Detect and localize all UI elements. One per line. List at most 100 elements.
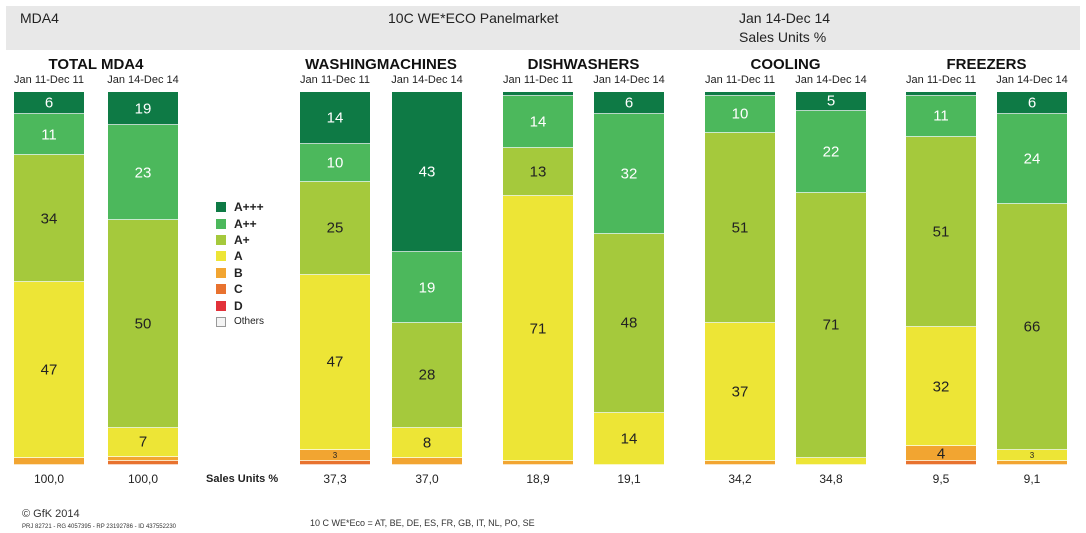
legend-swatch <box>216 234 226 245</box>
data-label: 6 <box>624 94 634 112</box>
period-label: Jan 11-Dec 11 <box>300 74 370 86</box>
legend-swatch <box>216 251 226 262</box>
bar-segment-app <box>14 114 84 156</box>
total-label: 34,2 <box>728 472 752 486</box>
legend-label: A+++ <box>234 200 264 215</box>
project-id: PRJ 82721 - RG 4057395 - RP 23192786 - I… <box>22 524 176 530</box>
legend-swatch <box>216 218 226 229</box>
header-center: 10C WE*ECO Panelmarket <box>388 10 559 26</box>
total-label: 18,9 <box>526 472 550 486</box>
countries-note: 10 C WE*Eco = AT, BE, DE, ES, FR, GB, IT… <box>310 518 535 528</box>
bar-segment-appp <box>705 92 775 96</box>
legend-label: Others <box>234 316 265 328</box>
bar-segment-c <box>906 461 976 465</box>
data-label: 48 <box>620 314 638 332</box>
bar-segment-b <box>906 446 976 462</box>
bar-segment-app <box>108 125 178 221</box>
stacked-bar-washingmachines-0: 14 10 25 47 3 <box>300 92 370 465</box>
data-label: 5 <box>826 92 836 110</box>
data-label: 22 <box>822 143 840 161</box>
data-label: 43 <box>418 163 436 181</box>
legend-label: A+ <box>234 232 250 247</box>
bar-segment-ap <box>705 133 775 324</box>
bar-segment-c <box>300 461 370 465</box>
bar-segment-app <box>997 114 1067 204</box>
data-label: 32 <box>620 165 638 183</box>
bar-segment-ap <box>392 323 462 428</box>
total-label: 19,1 <box>617 472 641 486</box>
chart-title-cooling: COOLING <box>750 56 821 73</box>
chart-header: MDA4 10C WE*ECO Panelmarket Jan 14-Dec 1… <box>6 6 1080 50</box>
data-label: 13 <box>529 163 547 181</box>
header-period: Jan 14-Dec 14 <box>739 10 831 26</box>
bar-segment-a <box>796 457 866 465</box>
bar-segment-appp <box>300 92 370 145</box>
period-label: Jan 14-Dec 14 <box>996 74 1068 86</box>
header-measure: Sales Units % <box>739 29 827 45</box>
data-label: 14 <box>326 109 344 127</box>
bar-segment-a <box>392 427 462 458</box>
legend-item-b: B <box>216 265 264 281</box>
legend-label: A++ <box>234 216 257 231</box>
data-label: 11 <box>41 126 57 144</box>
chart-title-dishwashers: DISHWASHERS <box>527 56 640 73</box>
bar-segment-b <box>392 457 462 465</box>
data-label: 24 <box>1023 150 1041 168</box>
bar-segment-appp <box>392 92 462 253</box>
bar-segment-app <box>594 114 664 234</box>
data-label: 10 <box>731 105 749 123</box>
data-label: 14 <box>529 113 547 131</box>
stacked-bar-washingmachines-1: 43 19 28 8 <box>392 92 462 465</box>
stacked-bar-total-mda4-1: 19 23 50 7 <box>108 92 178 465</box>
data-label: 6 <box>44 94 54 112</box>
chart-title-washingmachines: WASHINGMACHINES <box>305 56 457 73</box>
total-label: 9,1 <box>1023 472 1041 486</box>
legend-swatch <box>216 300 226 311</box>
bar-segment-a <box>503 196 573 462</box>
bar-segment-a <box>108 427 178 457</box>
bar-segment-app <box>300 144 370 182</box>
bar-segment-b <box>503 461 573 465</box>
period-label: Jan 14-Dec 14 <box>593 74 665 86</box>
bar-segment-appp <box>997 92 1067 115</box>
period-label: Jan 11-Dec 11 <box>906 74 976 86</box>
legend-item-appp: A+++ <box>216 199 264 215</box>
data-label: 14 <box>620 430 638 448</box>
data-label: 51 <box>932 223 950 241</box>
data-label: 19 <box>134 100 152 118</box>
bar-segment-app <box>705 95 775 134</box>
bar-segment-b <box>108 456 178 461</box>
bar-segment-b <box>14 457 84 465</box>
data-label: 47 <box>40 361 58 379</box>
data-label: 3 <box>332 450 338 460</box>
bar-segment-app <box>906 95 976 137</box>
stacked-bar-total-mda4-0: 6 11 34 47 <box>14 92 84 465</box>
legend-item-c: C <box>216 281 264 297</box>
bar-segment-ap <box>796 192 866 458</box>
data-label: 6 <box>1027 94 1037 112</box>
total-label: 37,3 <box>323 472 347 486</box>
bar-segment-appp <box>503 92 573 96</box>
data-label: 66 <box>1023 318 1041 336</box>
bar-segment-app <box>503 95 573 148</box>
data-label: 28 <box>418 366 436 384</box>
period-label: Jan 11-Dec 11 <box>14 74 84 86</box>
total-label: 9,5 <box>932 472 950 486</box>
bar-segment-ap <box>997 203 1067 451</box>
data-label: 3 <box>1029 450 1035 460</box>
bar-segment-appp <box>108 92 178 126</box>
stacked-bar-freezers-0: 11 51 32 4 <box>906 92 976 465</box>
bar-segment-b <box>300 450 370 462</box>
bar-segment-app <box>392 252 462 324</box>
bar-segment-app <box>796 110 866 193</box>
bar-segment-ap <box>906 136 976 327</box>
total-label: 100,0 <box>127 472 159 486</box>
legend-swatch <box>216 316 226 327</box>
period-label: Jan 14-Dec 14 <box>391 74 463 86</box>
chart-title-freezers: FREEZERS <box>946 56 1027 73</box>
stacked-bar-freezers-1: 6 24 66 3 <box>997 92 1067 465</box>
stacked-bar-dishwashers-0: 14 13 71 <box>503 92 573 465</box>
period-label: Jan 11-Dec 11 <box>503 74 573 86</box>
legend-label: D <box>234 298 243 313</box>
legend-item-ap: A+ <box>216 232 264 248</box>
